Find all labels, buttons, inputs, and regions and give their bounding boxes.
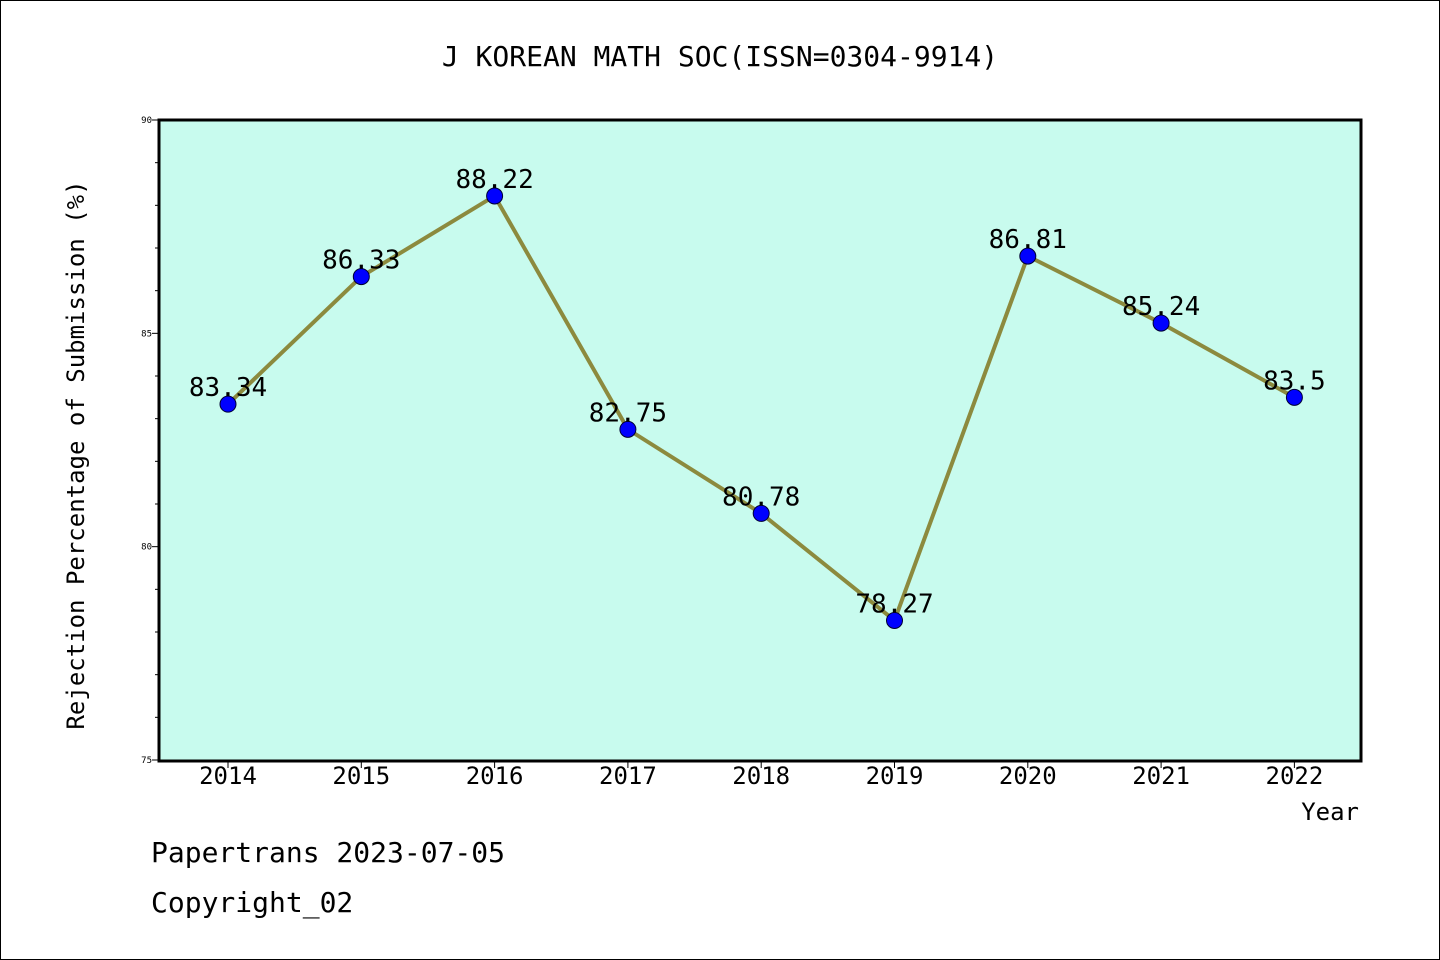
data-point: [352, 268, 370, 286]
data-point: [1019, 247, 1037, 265]
x-tick-label: 2019: [866, 762, 924, 790]
data-label: 86.81: [989, 225, 1067, 255]
data-point: [1152, 314, 1170, 332]
data-label: 86.33: [322, 246, 400, 276]
data-point: [1285, 388, 1303, 406]
data-point: [219, 395, 237, 413]
x-tick-label: 2015: [332, 762, 390, 790]
y-tick-label: 90: [141, 116, 152, 126]
y-tick-label: 80: [141, 543, 152, 553]
x-tick-label: 2017: [599, 762, 657, 790]
x-tick-label: 2016: [466, 762, 524, 790]
y-tick-label: 85: [141, 329, 152, 339]
x-tick-label: 2018: [732, 762, 790, 790]
data-label: 80.78: [722, 482, 800, 512]
data-label: 83.5: [1263, 366, 1326, 396]
y-axis-label: Rejection Percentage of Submission (%): [62, 180, 90, 729]
x-tick-label: 2020: [999, 762, 1057, 790]
data-label: 88.22: [455, 165, 533, 195]
axis-ticks: 75 80 85 90 2014 2015 2016 2017 2018 2019 2020 2021…: [141, 116, 1323, 790]
data-point: [752, 504, 770, 522]
x-tick-label: 2014: [199, 762, 257, 790]
data-point: [619, 420, 637, 438]
data-label: 82.75: [589, 398, 667, 428]
footer-copyright: Copyright_02: [151, 886, 354, 919]
y-tick-label: 75: [141, 756, 152, 766]
chart-title: J KOREAN MATH SOC(ISSN=0304-9914): [442, 40, 998, 73]
data-label: 85.24: [1122, 292, 1200, 322]
series-layer: 83.34 86.33 88.22 82.75 80.78 78.27 86.81 85.24…: [189, 165, 1326, 629]
data-label: 83.34: [189, 373, 267, 403]
x-tick-label: 2022: [1266, 762, 1324, 790]
x-axis-label: Year: [1301, 798, 1359, 826]
data-label: 78.27: [855, 589, 933, 619]
data-point: [886, 611, 903, 629]
footer-date: Papertrans 2023-07-05: [151, 836, 506, 869]
x-tick-label: 2021: [1132, 762, 1190, 790]
plot-area: [157, 118, 1363, 763]
data-point: [486, 187, 504, 205]
